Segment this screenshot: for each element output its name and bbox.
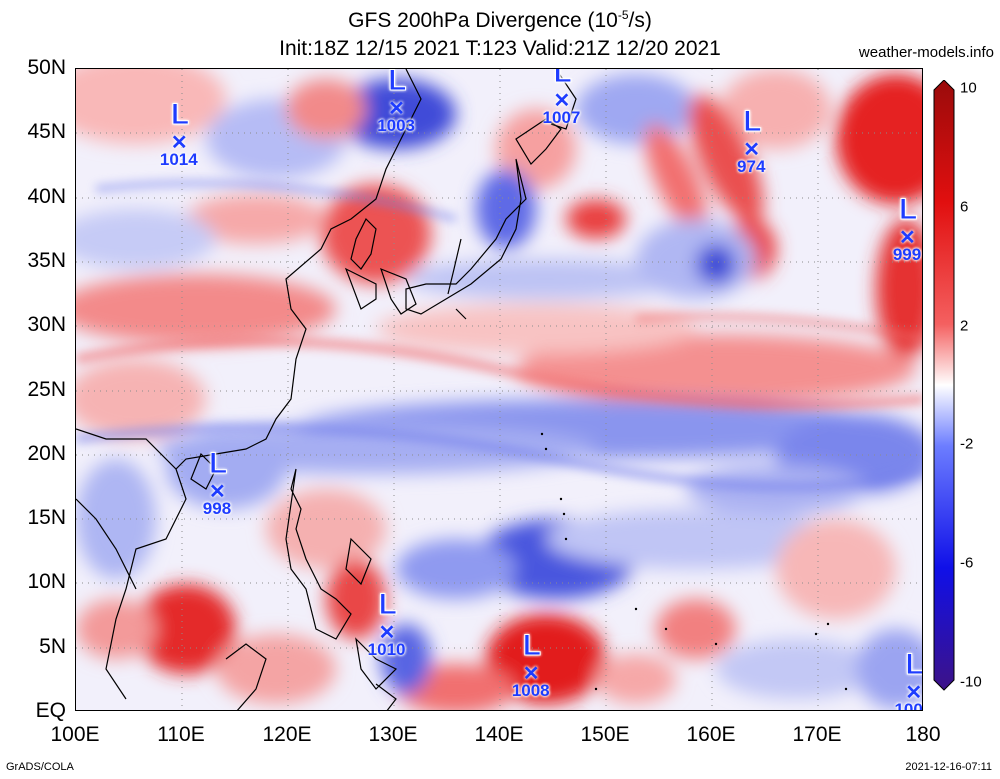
lat-tick-label: 45N: [27, 120, 66, 144]
colorbar-tick-label: 2: [960, 317, 969, 335]
low-letter: L: [378, 587, 397, 621]
footer-credit: GrADS/COLA: [6, 761, 74, 773]
low-letter: L: [743, 105, 762, 139]
colorbar-tick-label: 10: [960, 79, 977, 97]
lon-tick-label: 130E: [368, 723, 418, 746]
colorbar: [933, 80, 955, 691]
low-center-icon: ✕: [170, 131, 188, 154]
lon-tick-label: 140E: [474, 723, 524, 746]
low-center-icon: ✕: [905, 681, 923, 704]
low-center-icon: ✕: [899, 226, 916, 249]
colorbar-tick-label: -10: [960, 673, 982, 691]
lat-tick-label: 5N: [39, 634, 66, 658]
lat-tick-label: 50N: [27, 56, 66, 79]
lat-tick-label: 35N: [27, 248, 66, 272]
chart-title-line2: Init:18Z 12/15 2021 T:123 Valid:21Z 12/2…: [279, 37, 721, 60]
low-letter: L: [208, 447, 228, 481]
site-watermark: weather-models.info: [858, 44, 994, 61]
lat-tick-label: EQ: [35, 699, 66, 722]
lon-tick-label: 110E: [157, 723, 205, 746]
lon-tick-label: 100E: [50, 723, 100, 746]
coastlines: [76, 69, 577, 710]
low-pressure-value: 1007: [542, 108, 581, 128]
low-pressure-value: 1008: [511, 680, 550, 700]
low-letter: L: [905, 647, 923, 681]
footer-timestamp: 2021-12-16-07:11: [905, 761, 992, 773]
lat-tick-label: 15N: [27, 506, 66, 530]
colorbar-tick-label: 6: [960, 198, 969, 216]
low-pressure-value: 1014: [159, 149, 198, 169]
low-letter: L: [522, 628, 542, 662]
map-panel: L ✕ 1014 L ✕ 1003 L ✕ 1007 L ✕ 974 L ✕ 999 L ✕ 998 L ✕ 1010 L…: [75, 68, 923, 711]
island-chains: [540, 432, 848, 691]
lat-tick-label: 30N: [27, 313, 66, 337]
low-center-icon: ✕: [553, 90, 571, 113]
low-pressure-value: 1003: [377, 116, 416, 136]
lon-tick-label: 180: [905, 723, 941, 746]
lat-tick-label: 10N: [27, 570, 66, 594]
lon-tick-label: 160E: [686, 723, 736, 746]
lat-tick-label: 40N: [27, 184, 66, 208]
low-letter: L: [170, 97, 190, 131]
chart-title-line1: GFS 200hPa Divergence (10-5/s): [348, 8, 652, 32]
divergence-field: [76, 69, 922, 710]
low-pressure-value: 974: [737, 157, 766, 177]
low-letter: L: [899, 192, 918, 226]
low-letter: L: [553, 68, 572, 90]
lat-tick-label: 25N: [27, 377, 66, 401]
low-center-icon: ✕: [378, 621, 396, 644]
colorbar-tick-label: -2: [960, 435, 974, 453]
lon-tick-label: 150E: [580, 723, 630, 746]
lat-tick-label: 20N: [27, 441, 66, 465]
low-center-icon: ✕: [208, 481, 226, 504]
lon-tick-label: 120E: [262, 723, 312, 746]
low-center-icon: ✕: [522, 662, 540, 685]
low-pressure-value: 1009: [894, 699, 923, 711]
low-letter: L: [388, 68, 407, 98]
colorbar-tick-label: -6: [960, 554, 974, 572]
low-center-icon: ✕: [388, 98, 405, 121]
low-pressure-value: 999: [892, 244, 922, 264]
low-pressure-value: 1010: [367, 639, 406, 659]
lon-tick-label: 170E: [792, 723, 842, 746]
low-center-icon: ✕: [743, 139, 760, 162]
low-pressure-value: 998: [202, 499, 232, 519]
